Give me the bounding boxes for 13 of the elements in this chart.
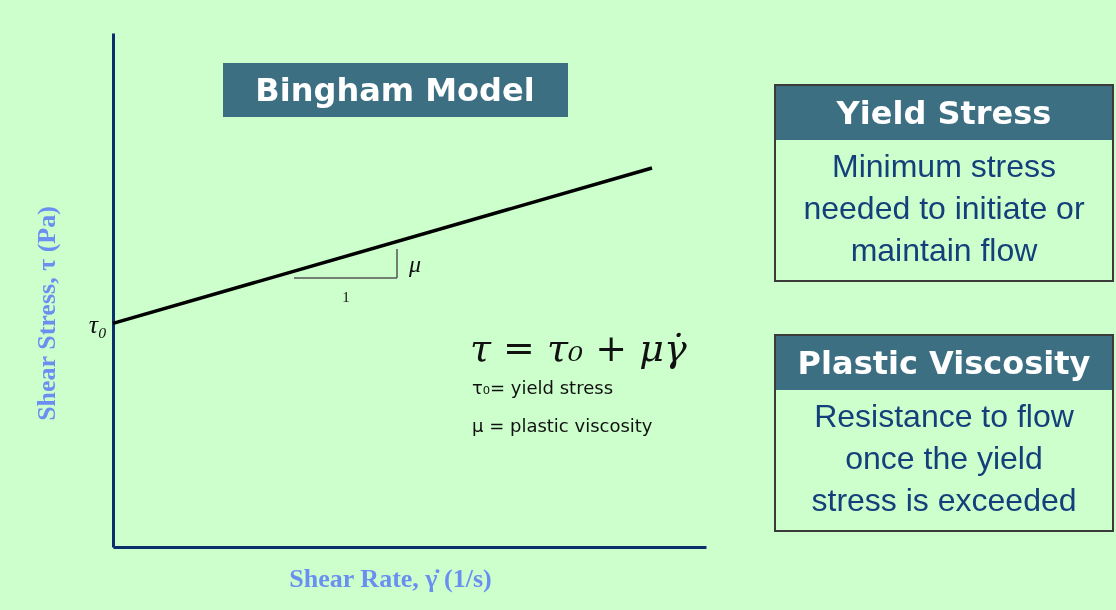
annotation: τ₀= yield stress [472,377,614,398]
text: Plastic Viscosity [797,343,1091,382]
y-axis-title: Shear Stress, τ (Pa) [31,206,61,421]
annotation: τ₀ [88,310,107,339]
x-axis-title: Shear Rate, γ̇ (1/s) [289,563,492,593]
annotation: μ = plastic viscosity [472,415,653,436]
annotation: τ = τ₀ + μγ̇ [470,326,687,370]
annotation: Minimum stress needed to initiate or maintain flow [803,148,1085,268]
chart-title: Bingham Model [255,71,535,109]
annotation: Resistance to flow once the yield stress is exceeded [811,398,1077,518]
annotation: μ [408,251,422,277]
text: Yield Stress [835,93,1052,132]
annotation: 1 [342,289,350,305]
